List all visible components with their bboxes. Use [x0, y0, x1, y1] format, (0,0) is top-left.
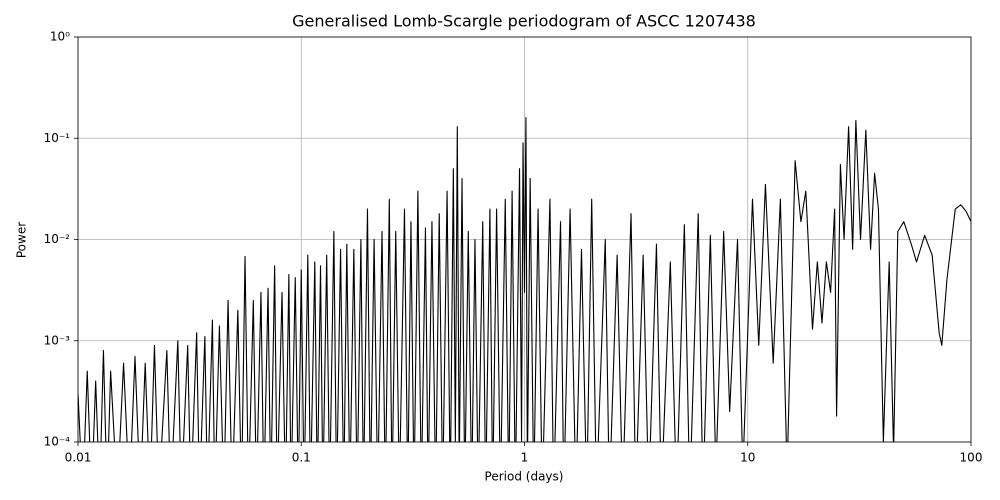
x-tick-label: 10 — [740, 451, 755, 465]
plot-area — [78, 117, 971, 442]
x-tick-label: 100 — [960, 451, 983, 465]
x-axis-label: Period (days) — [485, 470, 564, 484]
y-tick-label: 10⁰ — [50, 30, 70, 44]
x-tick-label: 0.1 — [292, 451, 311, 465]
chart-title: Generalised Lomb-Scargle periodogram of … — [292, 12, 756, 31]
y-tick-label: 10⁻¹ — [44, 131, 71, 145]
x-tick-label: 0.01 — [65, 451, 92, 465]
periodogram-line — [78, 117, 971, 442]
y-tick-label: 10⁻² — [44, 232, 71, 246]
y-tick-label: 10⁻⁴ — [44, 435, 71, 449]
y-axis-label: Power — [15, 222, 29, 258]
x-tick-label: 1 — [521, 451, 529, 465]
y-tick-label: 10⁻³ — [44, 333, 71, 347]
